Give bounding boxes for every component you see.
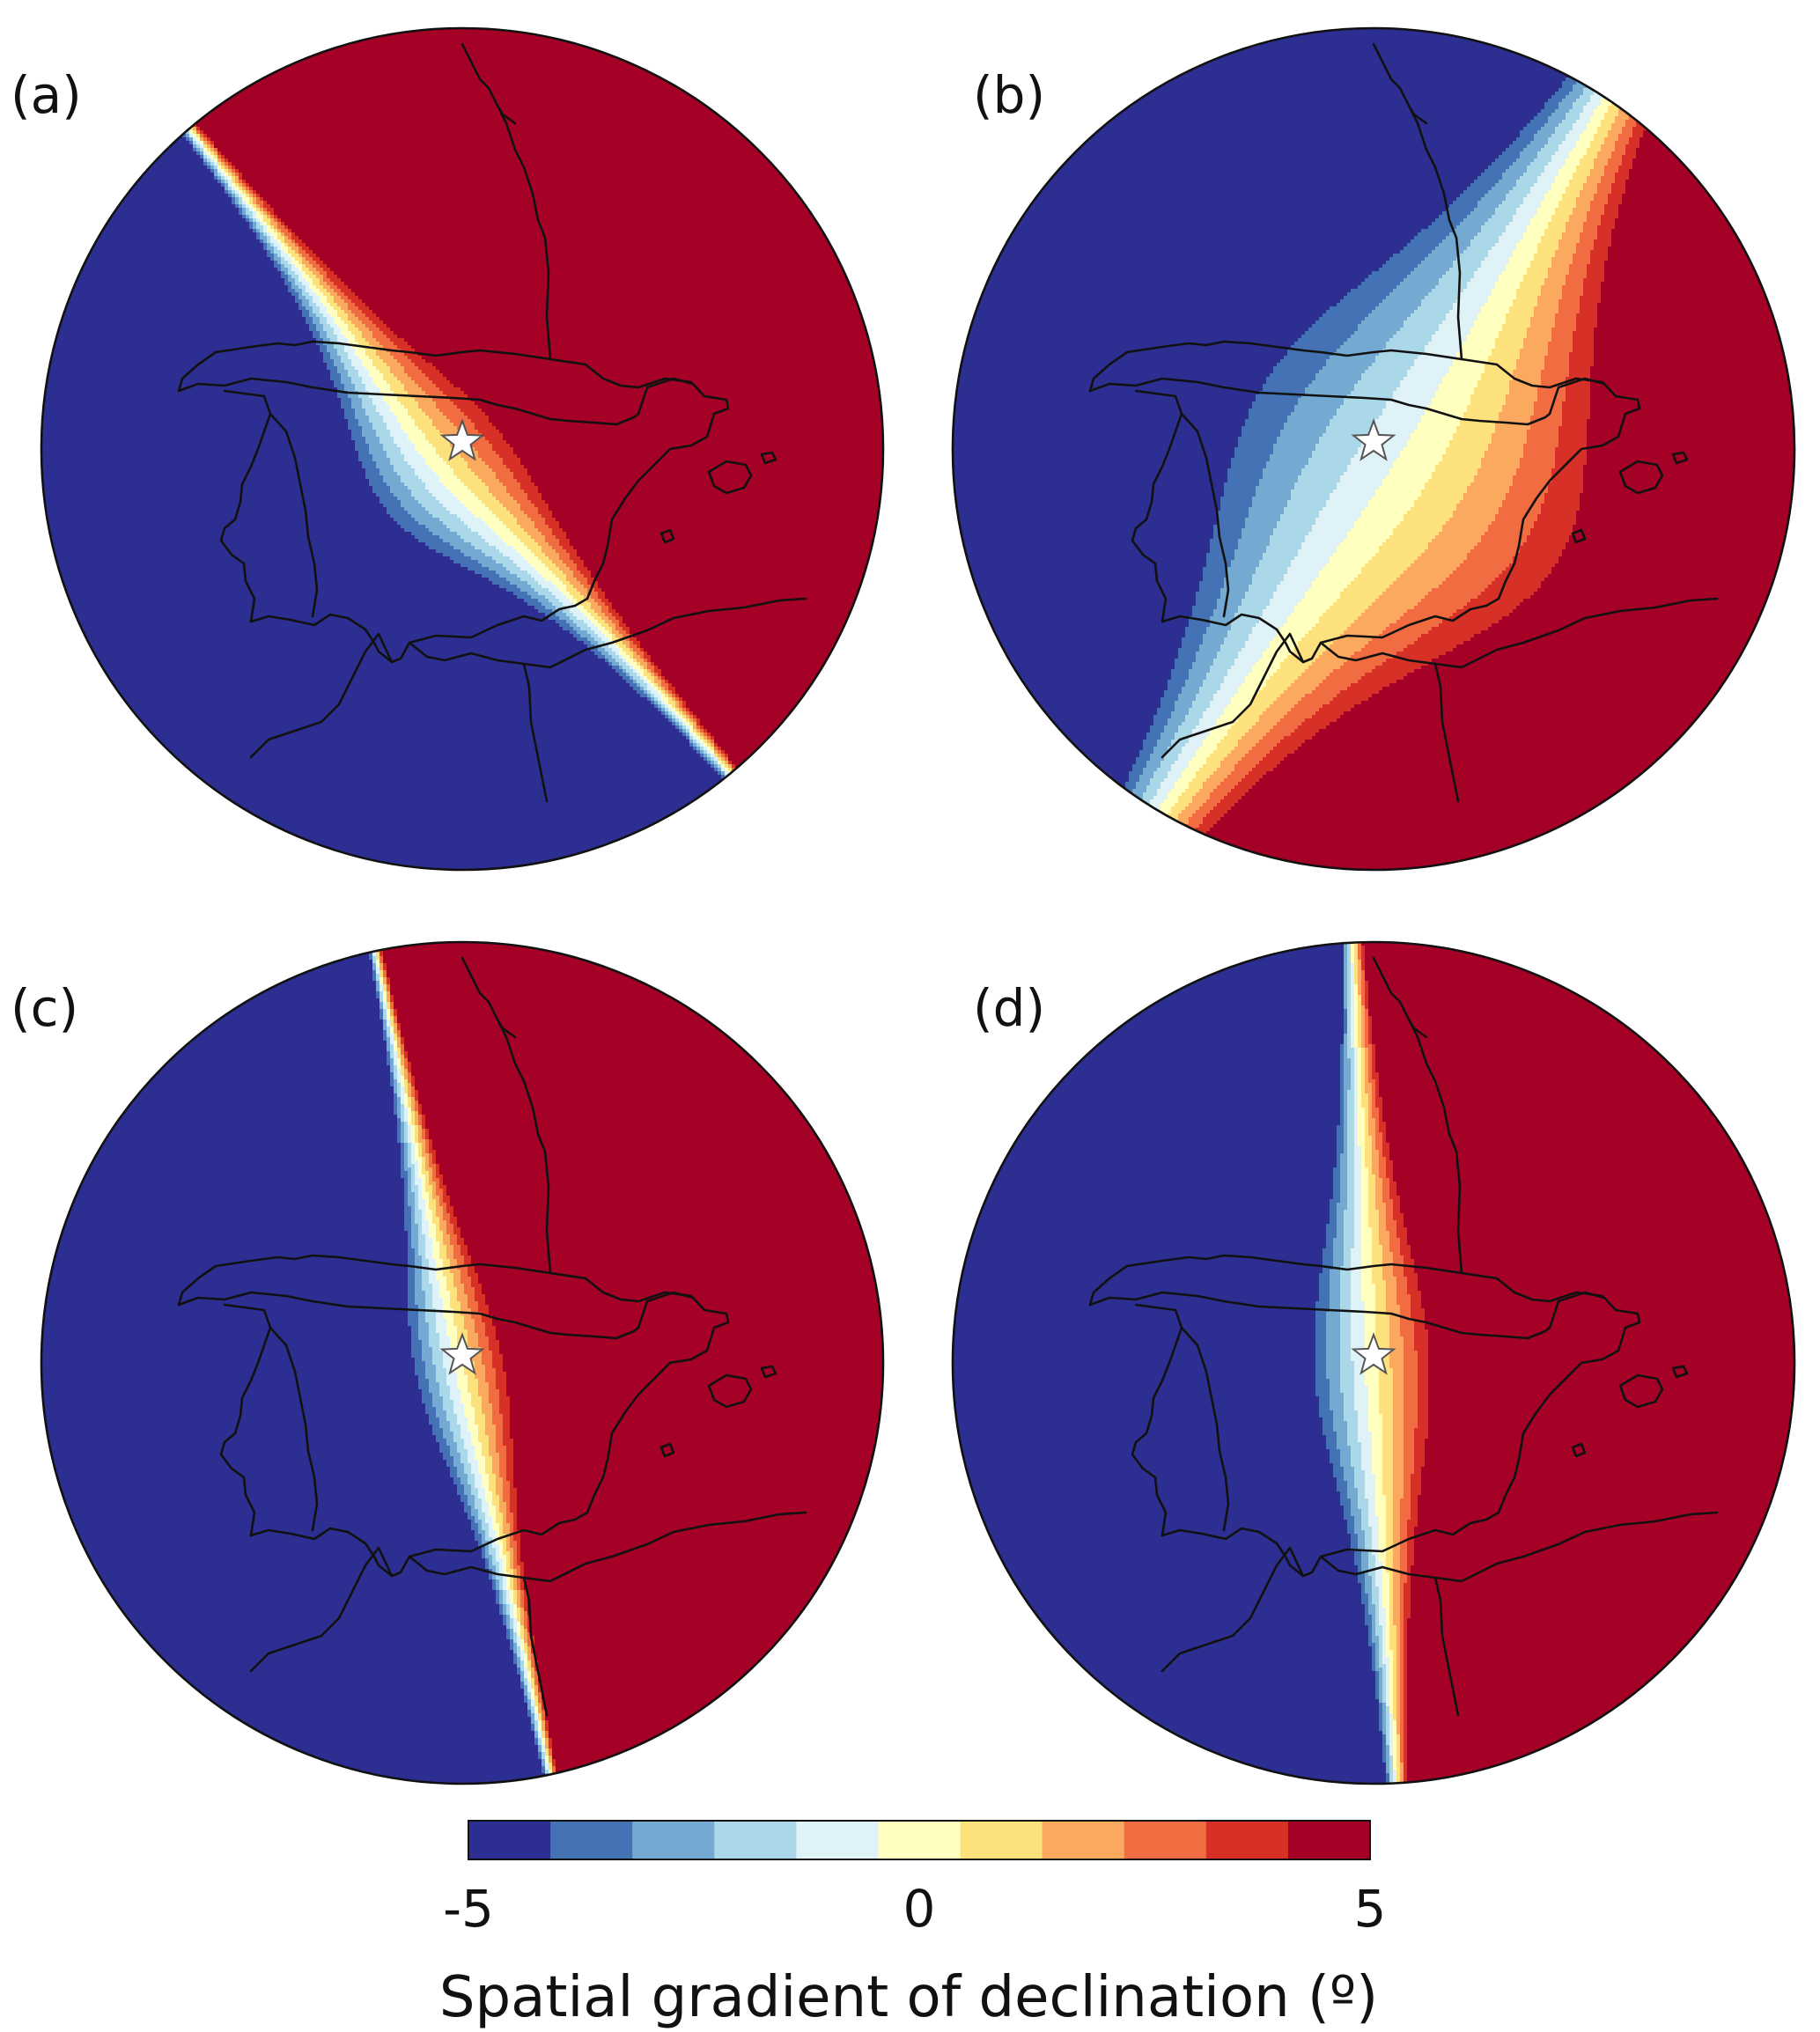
map-boundary	[951, 26, 1796, 872]
map-panel-a	[40, 26, 885, 872]
colorbar-tick-label: 0	[903, 1879, 936, 1939]
gradient-field	[953, 28, 1794, 870]
map-panel-c	[40, 940, 885, 1785]
panel-label-c: (c)	[11, 978, 78, 1038]
colorbar-swatch	[878, 1821, 962, 1859]
site-star-icon	[1351, 418, 1396, 461]
colorbar-swatch	[796, 1821, 879, 1859]
site-star-icon	[1351, 1332, 1396, 1375]
colorbar-swatch	[550, 1821, 633, 1859]
colorbar-swatch	[1042, 1821, 1125, 1859]
colorbar-tick-label: -5	[443, 1879, 494, 1939]
colorbar-swatch	[960, 1821, 1043, 1859]
gradient-field	[953, 942, 1794, 1784]
site-star-icon	[439, 1332, 485, 1375]
panel-label-b: (b)	[973, 65, 1045, 125]
map-boundary	[40, 940, 885, 1785]
colorbar-swatch	[632, 1821, 715, 1859]
colorbar-tick-label: 5	[1354, 1879, 1387, 1939]
colorbar: -5 0 5 Spatial gradient of declination (º)	[439, 1820, 1387, 2030]
map-boundary	[951, 940, 1796, 1785]
panel-label-a: (a)	[11, 65, 82, 125]
map-panel-b	[951, 26, 1796, 872]
colorbar-swatch	[1124, 1821, 1207, 1859]
colorbar-swatch	[468, 1821, 551, 1859]
colorbar-swatch	[1205, 1821, 1289, 1859]
panel-label-d: (d)	[973, 978, 1045, 1038]
colorbar-swatch	[1287, 1821, 1371, 1859]
map-boundary	[40, 26, 885, 872]
site-star-icon	[439, 418, 485, 461]
colorbar-swatch	[714, 1821, 797, 1859]
colorbar-title: Spatial gradient of declination (º)	[439, 1965, 1378, 2030]
map-panel-d	[951, 940, 1796, 1785]
